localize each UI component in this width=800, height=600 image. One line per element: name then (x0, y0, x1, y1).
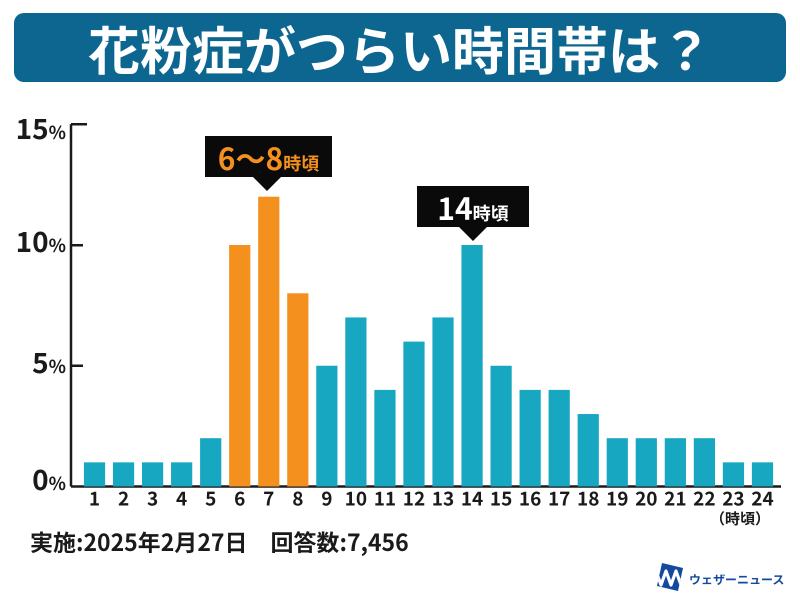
svg-text:1: 1 (89, 484, 100, 511)
svg-text:20: 20 (635, 484, 657, 511)
svg-text:9: 9 (321, 484, 332, 511)
svg-text:19: 19 (606, 484, 628, 511)
svg-text:ウェザーニュース: ウェザーニュース (689, 571, 784, 588)
svg-text:17: 17 (548, 484, 570, 511)
svg-text:13: 13 (432, 484, 454, 511)
svg-text:6: 6 (234, 484, 245, 511)
svg-text:7: 7 (263, 484, 274, 511)
svg-text:11: 11 (374, 484, 396, 511)
svg-text:3: 3 (147, 484, 158, 511)
svg-text:2: 2 (118, 484, 129, 511)
svg-text:18: 18 (577, 484, 599, 511)
svg-text:12: 12 (403, 484, 425, 511)
svg-text:21: 21 (664, 484, 686, 511)
svg-text:5: 5 (205, 484, 216, 511)
svg-text:15: 15 (490, 484, 512, 511)
svg-text:4: 4 (176, 484, 187, 511)
svg-text:8: 8 (292, 484, 303, 511)
svg-text:10: 10 (345, 484, 367, 511)
svg-text:16: 16 (519, 484, 541, 511)
svg-text:14: 14 (461, 484, 483, 511)
